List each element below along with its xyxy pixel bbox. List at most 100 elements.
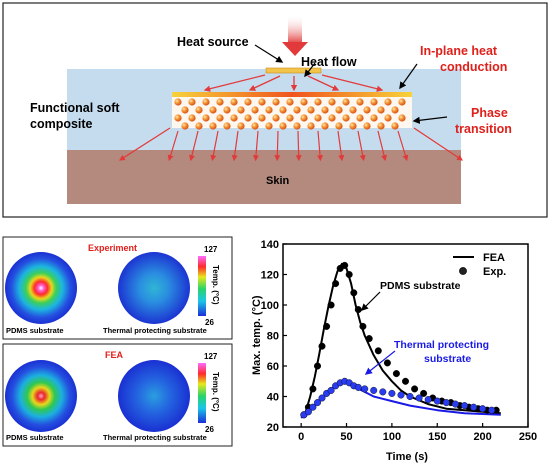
axis-ticks: 0 50 100 150 200 250 20 40 60 80 100 120 140 <box>261 239 538 443</box>
heat-source-beam <box>288 14 302 44</box>
particle <box>251 122 259 130</box>
series-point <box>323 322 331 330</box>
particle <box>223 122 231 130</box>
particle <box>300 98 308 106</box>
particle <box>293 106 301 114</box>
tps-annotation-line2: substrate <box>424 353 471 365</box>
series-point <box>374 347 382 355</box>
particle <box>258 98 266 106</box>
skin-heat-arrow <box>357 130 366 162</box>
particle <box>300 114 308 122</box>
series-point <box>420 389 428 397</box>
particle <box>391 106 399 114</box>
series-point <box>354 306 362 314</box>
series-point <box>318 342 326 350</box>
heat-flow-arrow <box>248 75 281 91</box>
particle <box>335 122 343 130</box>
chart-series <box>300 261 501 419</box>
fea-scale-max: 127 <box>204 352 218 361</box>
particle <box>398 98 406 106</box>
particle <box>279 106 287 114</box>
y-tick-label: 120 <box>261 270 279 282</box>
experiment-tps-map <box>118 252 190 324</box>
heat-flow-arrow <box>307 75 340 91</box>
particle <box>335 106 343 114</box>
series-point <box>309 385 317 393</box>
particle <box>174 98 182 106</box>
experiment-scale-label: Temp. (°C) <box>211 265 220 305</box>
skin-label: Skin <box>266 175 290 187</box>
heat-source-label: Heat source <box>177 35 249 49</box>
particle <box>356 114 364 122</box>
particle <box>398 114 406 122</box>
experiment-map-panel: Experiment 127 26 Temp. (°C) PDMS substr… <box>2 236 233 340</box>
series-line <box>300 380 501 419</box>
temperature-chart: 0 50 100 150 200 250 20 40 60 80 100 120 140 Time (s… <box>251 239 537 463</box>
particle <box>342 114 350 122</box>
x-tick-label: 50 <box>340 431 352 443</box>
skin-heat-arrows <box>118 127 463 162</box>
particle <box>307 122 315 130</box>
particle <box>370 98 378 106</box>
particle <box>188 98 196 106</box>
particle <box>363 122 371 130</box>
y-axis-label: Max. temp. (°C) <box>251 295 263 375</box>
particle <box>314 98 322 106</box>
phase-change-particles <box>174 98 406 130</box>
particle <box>314 114 322 122</box>
experiment-title: Experiment <box>88 243 137 253</box>
experiment-right-label: Thermal protecting substrate <box>103 326 207 335</box>
particle <box>209 106 217 114</box>
series-point <box>365 335 373 343</box>
particle <box>244 98 252 106</box>
particle <box>342 98 350 106</box>
particle <box>209 122 217 130</box>
series-point <box>309 403 317 411</box>
series-point <box>332 280 340 288</box>
particle <box>202 114 210 122</box>
y-tick-label: 60 <box>267 361 279 373</box>
particle <box>321 122 329 130</box>
legend-fea-label: FEA <box>483 252 505 264</box>
series-point <box>433 397 441 405</box>
in-plane-pointer <box>399 63 418 90</box>
tps-annotation-arrow <box>364 350 396 375</box>
particle <box>223 106 231 114</box>
particle <box>244 114 252 122</box>
series-point <box>388 389 396 397</box>
series-point <box>361 385 369 393</box>
series-line <box>300 262 501 418</box>
skin-heat-arrow <box>189 130 199 162</box>
particle <box>363 106 371 114</box>
series-point <box>314 362 322 370</box>
particle <box>377 106 385 114</box>
y-tick-label: 100 <box>261 300 279 312</box>
fea-scale-label: Temp. (°C) <box>211 372 220 412</box>
particle <box>216 114 224 122</box>
series-point <box>470 403 478 411</box>
particle <box>230 114 238 122</box>
series-point <box>379 388 387 396</box>
fea-left-label: PDMS substrate <box>6 433 64 442</box>
particle <box>216 98 224 106</box>
series-point <box>359 322 367 330</box>
particle <box>188 114 196 122</box>
particle <box>321 106 329 114</box>
particle <box>349 106 357 114</box>
series-point <box>442 399 450 407</box>
series-point <box>314 399 322 407</box>
skin-heat-arrow <box>210 130 219 162</box>
fea-map-panel: FEA 127 26 Temp. (°C) PDMS substrate The… <box>2 343 233 447</box>
fea-color-scale <box>198 363 206 423</box>
heat-flow-pointer <box>304 62 316 78</box>
composite-label-line2: composite <box>30 117 93 131</box>
series-point <box>406 393 414 401</box>
particle <box>391 122 399 130</box>
series-point <box>383 359 391 367</box>
particle <box>181 106 189 114</box>
phase-label-line1: Phase <box>471 106 508 120</box>
skin-heat-arrow <box>167 130 179 162</box>
particle <box>307 106 315 114</box>
x-axis-label: Time (s) <box>386 451 428 463</box>
